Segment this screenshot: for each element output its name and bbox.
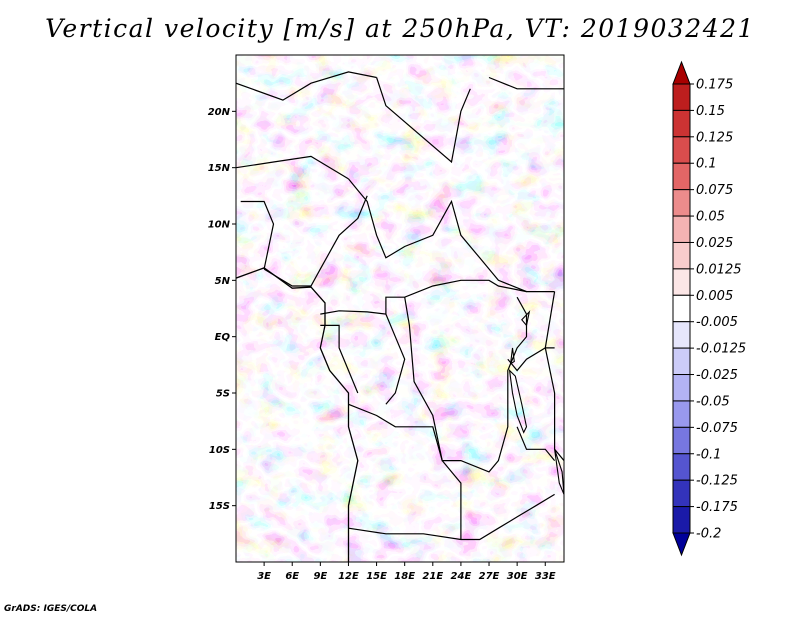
country-border bbox=[263, 195, 368, 287]
colorbar-segment bbox=[672, 241, 691, 270]
colorbar-label: -0.1 bbox=[696, 447, 721, 462]
country-border bbox=[544, 291, 564, 461]
country-border bbox=[348, 493, 555, 541]
chart-title: Vertical velocity [m/s] at 250hPa, VT: 2… bbox=[45, 14, 755, 43]
colorbar-label: 0.1 bbox=[696, 157, 717, 172]
country-border bbox=[348, 403, 462, 540]
colorbar-label: -0.05 bbox=[696, 394, 730, 409]
coastline bbox=[236, 267, 359, 562]
colorbar-label: -0.175 bbox=[696, 500, 738, 515]
country-border bbox=[320, 324, 359, 394]
colorbar-top-arrow bbox=[672, 60, 691, 85]
lon-tick-label: 12E bbox=[338, 571, 359, 582]
colorbar-label: -0.075 bbox=[696, 421, 738, 436]
lat-tick-label: 20N bbox=[208, 107, 231, 118]
country-border bbox=[488, 76, 564, 90]
colorbar-segment bbox=[672, 215, 691, 243]
country-border bbox=[236, 71, 377, 101]
lake-outline bbox=[508, 368, 528, 434]
colorbar-label: 0.125 bbox=[696, 130, 733, 145]
map-boundaries bbox=[236, 71, 564, 562]
colorbar-segment bbox=[672, 189, 691, 217]
grads-credit: GrADS: IGES/COLA bbox=[4, 604, 98, 614]
lake-outline bbox=[554, 449, 564, 495]
lon-tick-label: 9E bbox=[313, 571, 327, 582]
country-border bbox=[404, 296, 528, 473]
colorbar-segment bbox=[672, 162, 691, 191]
lon-tick-label: 30E bbox=[507, 571, 528, 582]
lon-tick-label: 27E bbox=[479, 571, 500, 582]
lon-tick-label: 18E bbox=[394, 571, 415, 582]
lon-tick-label: 15E bbox=[366, 571, 387, 582]
lon-tick-label: 21E bbox=[422, 571, 443, 582]
colorbar-segment bbox=[672, 294, 691, 323]
colorbar: 0.175 0.15 0.125 0.1 0.075 0.05 0.025 0.0125 0.0… bbox=[672, 60, 746, 557]
lon-tick-label: 24E bbox=[451, 571, 472, 582]
colorbar-segment bbox=[672, 268, 691, 296]
lon-tick-label: 3E bbox=[257, 571, 271, 582]
colorbar-label: 0.005 bbox=[696, 289, 733, 304]
lon-tick-label: 33E bbox=[535, 571, 556, 582]
colorbar-segment bbox=[672, 83, 691, 111]
colorbar-label: 0.05 bbox=[696, 210, 725, 225]
colorbar-label: 0.175 bbox=[696, 78, 733, 93]
country-border bbox=[385, 313, 406, 405]
colorbar-label: -0.125 bbox=[696, 474, 738, 489]
country-border bbox=[376, 77, 471, 164]
colorbar-segment bbox=[672, 479, 691, 508]
country-border bbox=[507, 347, 555, 372]
colorbar-segment bbox=[672, 453, 691, 481]
lat-tick-label: 10N bbox=[208, 220, 231, 231]
lat-tick-label: 5S bbox=[216, 389, 230, 400]
lake-outline bbox=[509, 347, 515, 365]
colorbar-segment bbox=[672, 321, 691, 349]
colorbar-label: -0.2 bbox=[696, 527, 721, 542]
vertical-velocity-field bbox=[236, 55, 564, 562]
lat-tick-label: EQ bbox=[215, 332, 231, 343]
colorbar-label: 0.075 bbox=[696, 183, 733, 198]
colorbar-label: 0.0125 bbox=[696, 262, 742, 277]
country-border bbox=[516, 426, 556, 461]
colorbar-label: -0.005 bbox=[696, 315, 738, 330]
longitude-axis: 3E 6E 9E 12E 15E 18E 21E 24E 27E 30E 33E bbox=[257, 562, 556, 582]
lat-tick-label: 15S bbox=[209, 501, 230, 512]
country-border bbox=[236, 155, 349, 180]
colorbar-segment bbox=[672, 400, 691, 428]
country-border bbox=[348, 178, 555, 293]
colorbar-segment bbox=[672, 426, 691, 455]
country-border bbox=[240, 200, 275, 270]
colorbar-label: -0.0125 bbox=[696, 342, 746, 357]
colorbar-segment bbox=[672, 506, 691, 534]
lon-tick-label: 6E bbox=[285, 571, 299, 582]
colorbar-segment bbox=[672, 374, 691, 402]
latitude-axis: 20N 15N 10N 5N EQ 5S 10S 15S bbox=[208, 107, 236, 512]
colorbar-bottom-arrow bbox=[672, 532, 691, 557]
lat-tick-label: 10S bbox=[209, 445, 230, 456]
colorbar-segment bbox=[672, 347, 691, 376]
lat-tick-label: 15N bbox=[208, 163, 231, 174]
colorbar-label: -0.025 bbox=[696, 368, 738, 383]
map-frame bbox=[235, 54, 565, 563]
lat-tick-label: 5N bbox=[215, 276, 231, 287]
colorbar-segment bbox=[672, 136, 691, 164]
colorbar-label: 0.025 bbox=[696, 236, 733, 251]
lake-outline bbox=[521, 310, 531, 327]
colorbar-label: 0.15 bbox=[696, 104, 725, 119]
colorbar-segment bbox=[672, 109, 691, 138]
